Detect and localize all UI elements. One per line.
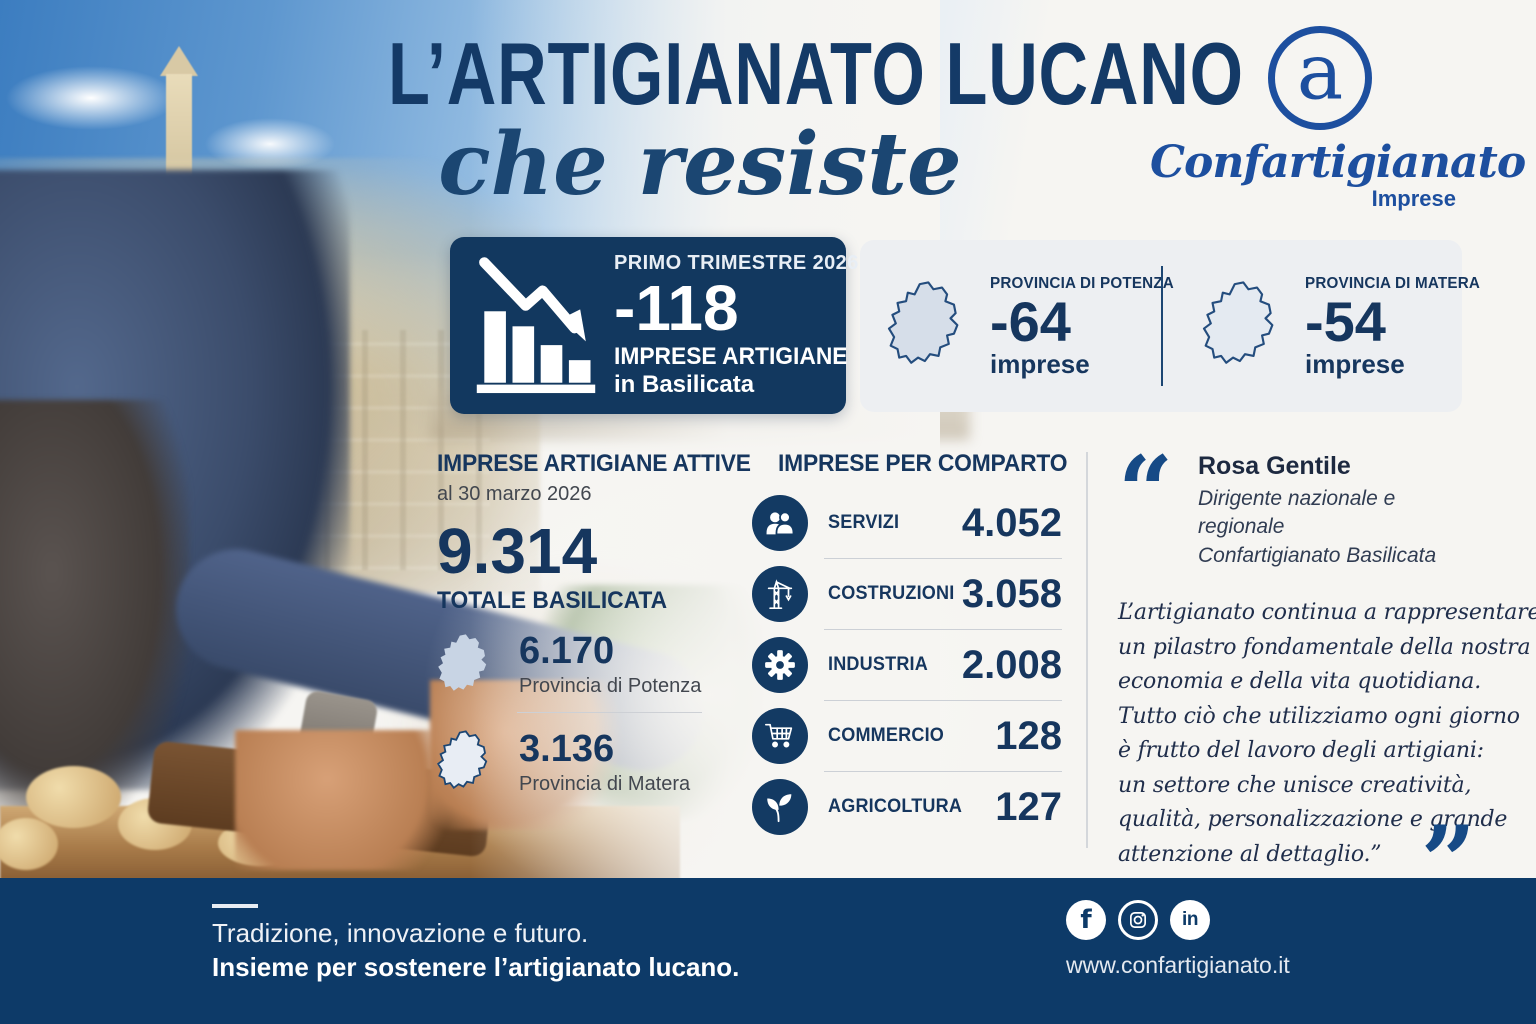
matera-map-icon bbox=[437, 730, 488, 790]
potenza-map-icon bbox=[438, 633, 487, 691]
header: L’ARTIGIANATO LUCANO che resiste bbox=[300, 24, 1244, 215]
section-title: IMPRESE ARTIGIANE ATTIVE bbox=[437, 450, 751, 477]
cart-icon bbox=[752, 708, 808, 764]
quote-text: L’artigianato continua a rappresentare u… bbox=[1118, 600, 1536, 867]
open-quote-icon: “ bbox=[1118, 435, 1174, 548]
row-divider bbox=[517, 711, 702, 713]
matera-delta-card: PROVINCIA DI MATERA -54 imprese bbox=[1161, 240, 1480, 412]
row-divider bbox=[824, 700, 1062, 701]
photo-fade bbox=[470, 0, 940, 890]
sector-row-commercio: COMMERCIO 128 bbox=[752, 705, 1062, 767]
footer-bar: Tradizione, innovazione e futuro. Insiem… bbox=[0, 878, 1536, 1024]
sector-value: 2.008 bbox=[961, 642, 1062, 687]
cloud bbox=[6, 66, 176, 130]
row-divider bbox=[824, 771, 1062, 772]
sprout-icon bbox=[752, 779, 808, 835]
instagram-icon[interactable] bbox=[1118, 900, 1158, 940]
potenza-delta-card: PROVINCIA DI POTENZA -64 imprese bbox=[860, 240, 1174, 412]
potenza-map-icon bbox=[887, 281, 959, 364]
sector-row-costruzioni: COSTRUZIONI 3.058 bbox=[752, 563, 1062, 625]
row-divider bbox=[824, 629, 1062, 630]
website-link[interactable]: www.confartigianato.it bbox=[1066, 952, 1290, 978]
sector-value: 4.052 bbox=[961, 500, 1062, 545]
sector-label: INDUSTRIA bbox=[828, 654, 928, 675]
province-name: PROVINCIA DI MATERA bbox=[1305, 274, 1481, 292]
logo-a-mark-icon: a bbox=[1268, 26, 1372, 130]
province-active-value: 3.136 bbox=[519, 727, 615, 770]
total-label: TOTALE BASILICATA bbox=[437, 587, 668, 615]
province-delta-unit: imprese bbox=[1305, 349, 1405, 380]
quote-author-role: Dirigente nazionale e regionale Confarti… bbox=[1198, 487, 1437, 567]
province-delta-unit: imprese bbox=[990, 349, 1090, 380]
province-active-value: 6.170 bbox=[519, 630, 615, 673]
section-title: IMPRESE PER COMPARTO bbox=[778, 450, 1068, 477]
sector-row-agricoltura: AGRICOLTURA 127 bbox=[752, 776, 1062, 838]
church-tower-roof bbox=[160, 46, 198, 76]
column-divider bbox=[1086, 452, 1088, 848]
sector-label: COMMERCIO bbox=[828, 725, 945, 746]
sector-label: SERVIZI bbox=[828, 512, 900, 533]
wood-shaving bbox=[0, 818, 58, 870]
sector-label: AGRICOLTURA bbox=[828, 796, 963, 817]
page-subtitle: che resiste bbox=[438, 114, 962, 215]
sector-value: 3.058 bbox=[961, 571, 1062, 616]
wood-shaving bbox=[26, 766, 121, 828]
page-title: L’ARTIGIANATO LUCANO bbox=[388, 24, 1244, 123]
confartigianato-logo: a Confartigianato Imprese bbox=[1150, 26, 1526, 212]
total-value: 9.314 bbox=[437, 515, 598, 587]
quote-author: Rosa Gentile bbox=[1198, 452, 1351, 480]
matera-active-row: 3.136 Provincia di Matera bbox=[437, 727, 722, 796]
gear-icon bbox=[752, 637, 808, 693]
sector-value: 127 bbox=[995, 784, 1062, 829]
row-divider bbox=[824, 558, 1062, 559]
province-name: PROVINCIA DI POTENZA bbox=[990, 274, 1174, 292]
quarter-label-region: in Basilicata bbox=[614, 370, 755, 398]
quarter-period: PRIMO TRIMESTRE 2026 bbox=[614, 252, 859, 275]
panel-divider bbox=[1161, 266, 1163, 386]
footer-tagline: Tradizione, innovazione e futuro. bbox=[212, 918, 589, 948]
footer-dash bbox=[212, 904, 258, 908]
province-delta-panel: PROVINCIA DI POTENZA -64 imprese PROVINC… bbox=[860, 240, 1480, 412]
logo-wordmark: Confartigianato bbox=[1150, 137, 1526, 188]
province-delta-value: -54 bbox=[1305, 289, 1386, 353]
facebook-icon[interactable]: f bbox=[1066, 900, 1106, 940]
matera-map-icon bbox=[1202, 281, 1274, 364]
as-of-date: al 30 marzo 2026 bbox=[437, 483, 592, 505]
crane-icon bbox=[752, 566, 808, 622]
declining-bar-chart-icon bbox=[472, 253, 600, 399]
sector-label: COSTRUZIONI bbox=[828, 583, 955, 604]
quarter-label: IMPRESE ARTIGIANE bbox=[614, 342, 848, 370]
linkedin-icon[interactable]: in bbox=[1170, 900, 1210, 940]
active-businesses-section: IMPRESE ARTIGIANE ATTIVE al 30 marzo 202… bbox=[437, 450, 751, 796]
sector-row-servizi: SERVIZI 4.052 bbox=[752, 492, 1062, 554]
quarter-stat-card: PRIMO TRIMESTRE 2026 -118 IMPRESE ARTIGI… bbox=[450, 237, 858, 414]
logo-subtitle: Imprese bbox=[1371, 186, 1456, 211]
quote-section: “ Rosa Gentile Dirigente nazionale e reg… bbox=[1118, 444, 1536, 910]
footer-tagline-bold: Insieme per sostenere l’artigianato luca… bbox=[212, 952, 740, 982]
province-active-label: Provincia di Matera bbox=[519, 772, 691, 795]
sector-row-industria: INDUSTRIA 2.008 bbox=[752, 634, 1062, 696]
people-icon bbox=[752, 495, 808, 551]
quarter-value: -118 bbox=[614, 272, 739, 345]
province-delta-value: -64 bbox=[990, 289, 1071, 353]
potenza-active-row: 6.170 Provincia di Potenza bbox=[437, 630, 722, 698]
province-active-label: Provincia di Potenza bbox=[519, 674, 702, 697]
sector-value: 128 bbox=[995, 713, 1062, 758]
sectors-section: IMPRESE PER COMPARTO bbox=[752, 450, 1068, 838]
